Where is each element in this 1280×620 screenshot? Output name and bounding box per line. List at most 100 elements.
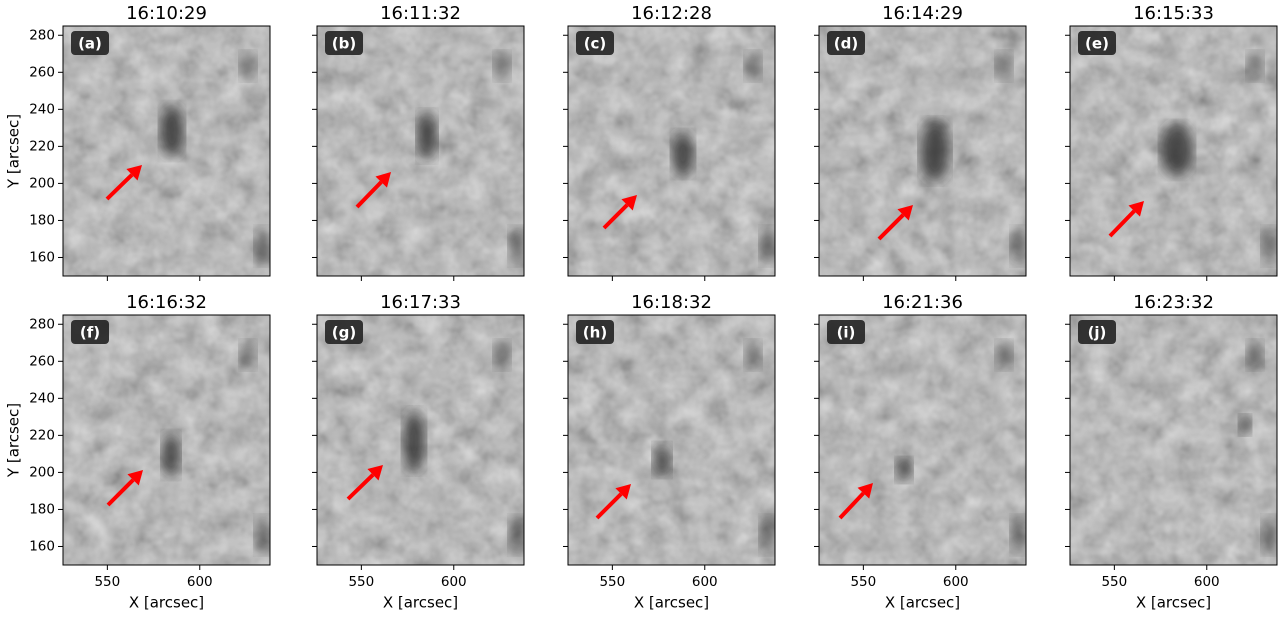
dark-feature: [494, 341, 510, 369]
x-tick-label: 550: [599, 574, 625, 590]
panel: 16:14:29 (d): [814, 3, 1027, 281]
panel-title: 16:15:33: [1133, 3, 1214, 24]
dark-feature: [896, 458, 912, 482]
dark-feature: [1247, 341, 1263, 369]
solar-image: [1070, 26, 1277, 276]
x-tick-label: 550: [94, 574, 120, 590]
dark-feature: [745, 341, 761, 369]
arrow-shaft: [838, 491, 865, 520]
solar-image: [568, 315, 775, 565]
y-tick-label: 260: [29, 64, 55, 80]
arrow-shaft: [346, 473, 375, 501]
panel-label: (a): [78, 35, 102, 53]
panel-title: 16:16:32: [126, 292, 207, 313]
panel: 160 180 200 220 240 260 280 16:10:29 (a) Y [arcse…: [5, 3, 271, 281]
arrow-head: [615, 484, 631, 500]
panel-title: 16:10:29: [126, 3, 207, 24]
panel-title: 16:21:36: [882, 292, 963, 313]
axes-frame: [62, 25, 271, 277]
panel: 16:12:28 (c): [563, 3, 776, 281]
image-texture: [1070, 315, 1277, 565]
panel-label: (h): [583, 324, 607, 342]
arrow-shaft: [106, 478, 135, 507]
x-axis-label: X [arcsec]: [1136, 594, 1211, 612]
y-axis-label: Y [arcsec]: [5, 114, 23, 189]
panel-label-box: [827, 320, 865, 344]
axes-frame: [818, 25, 1027, 277]
arrow-shaft: [595, 492, 623, 520]
panel-title: 16:17:33: [380, 292, 461, 313]
y-tick-label: 180: [29, 501, 55, 517]
y-tick-label: 160: [29, 249, 55, 265]
panel-label-box: [71, 320, 109, 344]
dark-feature: [509, 228, 524, 264]
x-axis-label: X [arcsec]: [129, 594, 204, 612]
x-tick-label: 550: [348, 574, 374, 590]
arrow-head: [127, 470, 143, 486]
axes-frame: [62, 314, 271, 566]
solar-image: [63, 315, 270, 565]
panel: 550 600 160 180 200 220 240 260 280 16:16:32 (f) X …: [5, 292, 271, 612]
arrow-shaft: [1108, 209, 1136, 238]
dark-feature: [255, 517, 270, 553]
panel-label-box: [1078, 320, 1116, 344]
x-tick-label: 550: [1101, 574, 1127, 590]
axes-frame: [818, 314, 1027, 566]
y-axis-label: Y [arcsec]: [5, 403, 23, 478]
x-tick-label: 600: [187, 574, 213, 590]
image-texture: [819, 315, 1026, 565]
panel-title: 16:18:32: [631, 292, 712, 313]
x-axis-label: X [arcsec]: [885, 594, 960, 612]
y-tick-label: 240: [29, 101, 55, 117]
dark-feature: [1239, 415, 1251, 435]
dark-feature: [417, 112, 437, 160]
dark-feature: [745, 52, 761, 80]
axes-frame: [567, 314, 776, 566]
panel-label: (j): [1088, 324, 1107, 342]
panel: 550 600 16:23:32 (j) X [arcsec]: [1065, 292, 1278, 612]
dark-feature: [760, 517, 775, 553]
dark-feature: [509, 517, 524, 553]
solar-image: [317, 26, 524, 276]
solar-image: [1070, 315, 1277, 565]
panel-label: (e): [1085, 35, 1109, 53]
dark-feature: [996, 52, 1012, 80]
y-tick-label: 200: [29, 464, 55, 480]
panel-label-box: [325, 31, 363, 55]
solar-image: [317, 315, 524, 565]
panel-title: 16:14:29: [882, 3, 963, 24]
dark-feature: [672, 132, 694, 176]
arrow-shaft: [355, 180, 383, 209]
dark-feature: [920, 121, 950, 181]
y-tick-label: 240: [29, 390, 55, 406]
y-tick-label: 280: [29, 316, 55, 332]
image-texture: [568, 26, 775, 276]
y-tick-label: 200: [29, 175, 55, 191]
solar-image: [819, 315, 1026, 565]
panel-label: (i): [837, 324, 856, 342]
panel-title: 16:12:28: [631, 3, 712, 24]
y-tick-label: 280: [29, 27, 55, 43]
panel-title: 16:11:32: [380, 3, 461, 24]
panel-label-box: [325, 320, 363, 344]
panel-label: (b): [332, 35, 356, 53]
panel-label-box: [576, 31, 614, 55]
dark-feature: [1262, 517, 1277, 553]
dark-feature: [1262, 228, 1277, 264]
panel-label: (g): [332, 324, 356, 342]
y-tick-label: 220: [29, 138, 55, 154]
panel-label: (c): [584, 35, 607, 53]
y-tick-label: 160: [29, 538, 55, 554]
solar-image: [819, 26, 1026, 276]
axes-frame: [567, 25, 776, 277]
axes-frame: [316, 25, 525, 277]
arrow-head: [857, 483, 873, 499]
axes-frame: [1069, 25, 1278, 277]
dark-feature: [1011, 228, 1026, 264]
dark-feature: [255, 228, 270, 264]
y-tick-label: 180: [29, 212, 55, 228]
dark-feature: [653, 444, 671, 476]
dark-feature: [240, 341, 256, 369]
axes-frame: [316, 314, 525, 566]
